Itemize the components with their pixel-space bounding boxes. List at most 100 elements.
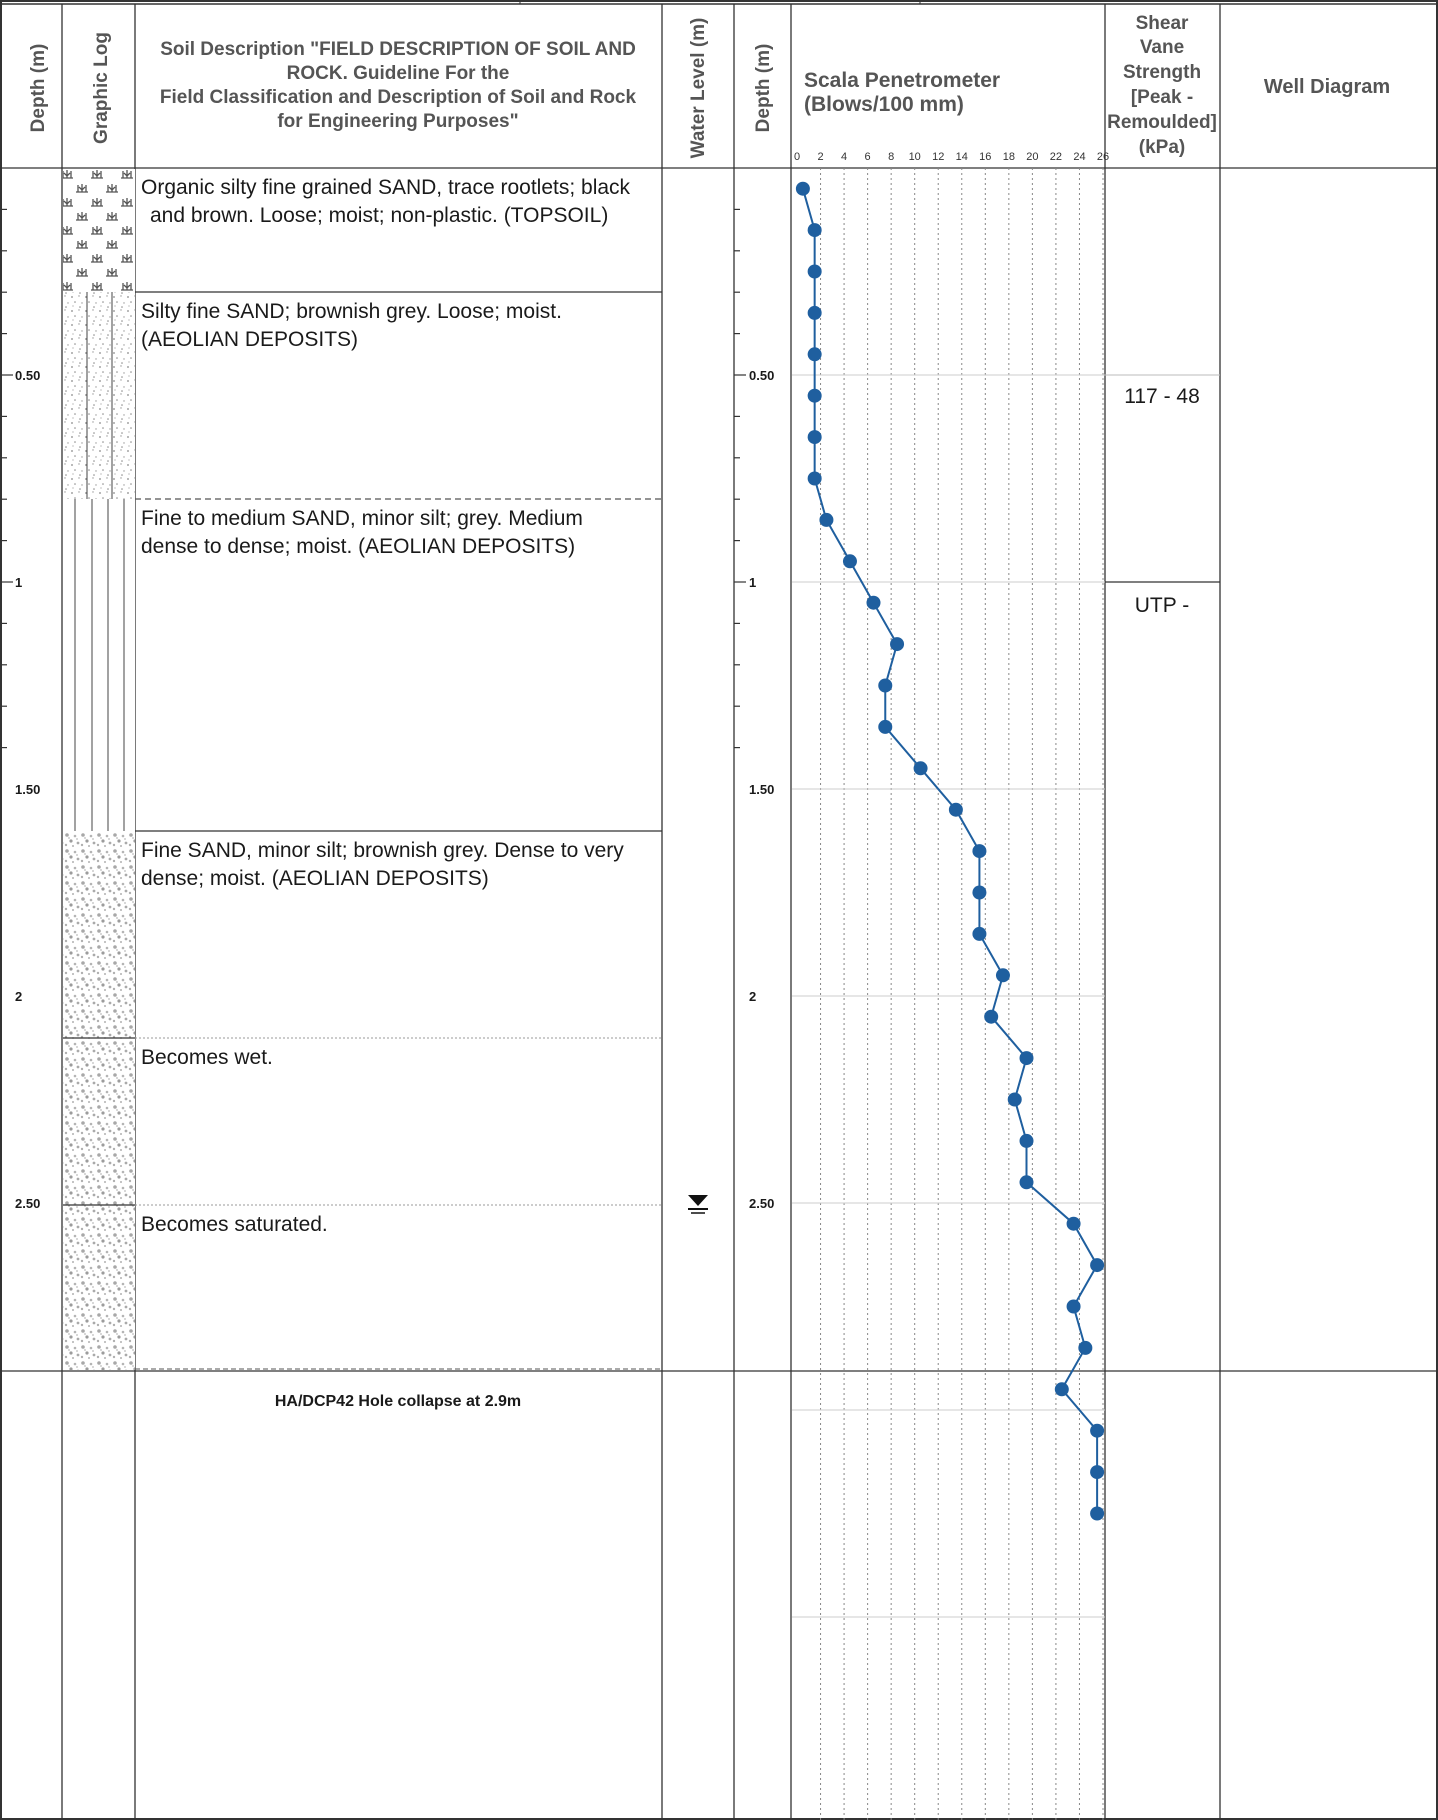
depth-label: 2: [15, 989, 22, 1004]
well-diagram-header: Well Diagram: [1264, 76, 1390, 98]
svg-text:Scala Penetrometer: Scala Penetrometer: [804, 69, 1000, 92]
scala-series-points: [795, 181, 1105, 1521]
scala-data-point: [972, 844, 987, 859]
scala-header: Scala Penetrometer (Blows/100 mm): [804, 69, 1000, 116]
shear-vane-value-1: 117 - 48: [1124, 385, 1200, 408]
scala-data-point: [819, 512, 834, 527]
layer-4-line-2: dense; moist. (AEOLIAN DEPOSITS): [141, 867, 489, 890]
soil-description-header: Soil Description "FIELD DESCRIPTION OF S…: [160, 39, 637, 132]
scala-data-point: [807, 430, 822, 445]
water-level-header: Water Level (m): [688, 18, 709, 159]
topsoil-pattern: [63, 169, 135, 292]
scala-x-tick-label: 6: [865, 151, 871, 163]
svg-text:Strength: Strength: [1123, 62, 1201, 83]
silty-sand-pattern: [63, 292, 135, 499]
shear-vane-header: Shear Vane Strength [Peak - Remoulded] (…: [1107, 13, 1217, 158]
scala-data-point: [1090, 1465, 1105, 1480]
layer-descriptions: Organic silty fine grained SAND, trace r…: [141, 176, 631, 1236]
layer-1-line-2: and brown. Loose; moist; non-plastic. (T…: [150, 204, 608, 227]
scala-x-tick-label: 8: [888, 151, 894, 163]
depth-label: 2: [749, 989, 756, 1004]
scala-x-tick-label: 4: [841, 151, 847, 163]
scala-series-line: [801, 188, 1099, 1514]
depth-label: 0.50: [15, 368, 40, 383]
scala-data-point: [1078, 1340, 1093, 1355]
scala-data-point: [890, 637, 905, 652]
svg-text:ROCK. Guideline For the: ROCK. Guideline For the: [287, 63, 510, 84]
svg-text:Vane: Vane: [1140, 37, 1184, 58]
svg-text:Shear: Shear: [1136, 13, 1189, 34]
scala-data-point: [807, 305, 822, 320]
depth2-header: Depth (m): [753, 44, 774, 133]
scala-data-point: [1019, 1175, 1034, 1190]
scala-hgrid: [792, 374, 1105, 1618]
svg-text:(Blows/100 mm): (Blows/100 mm): [804, 93, 964, 116]
scala-data-point: [878, 678, 893, 693]
scala-x-tick-label: 12: [932, 151, 944, 163]
scala-data-point: [842, 554, 857, 569]
scala-data-point: [1090, 1423, 1105, 1438]
svg-text:(kPa): (kPa): [1139, 137, 1185, 158]
scala-data-point: [807, 471, 822, 486]
layer-1-line-1: Organic silty fine grained SAND, trace r…: [141, 176, 631, 199]
depth-ticks-left: 0.50 1 1.50 2 2.50: [1, 208, 40, 1211]
scala-x-ticks: 0 2 4 6 8 10 12 14 16 18 20 22 24 26: [794, 151, 1109, 163]
layer-6-line-1: Becomes saturated.: [141, 1213, 328, 1236]
scala-data-point: [913, 761, 928, 776]
scala-data-point: [1066, 1216, 1081, 1231]
water-table-icon: [688, 1195, 708, 1214]
scala-data-point: [1019, 1051, 1034, 1066]
scala-data-point: [1019, 1133, 1034, 1148]
scala-data-point: [807, 347, 822, 362]
layer-5-line-1: Becomes wet.: [141, 1046, 273, 1069]
layer-2-line-2: (AEOLIAN DEPOSITS): [141, 328, 358, 351]
scala-grid: [820, 168, 1104, 1820]
scala-data-point: [1090, 1506, 1105, 1521]
scala-data-point: [995, 968, 1010, 983]
scala-data-point: [1007, 1092, 1022, 1107]
depth-label: 1: [15, 575, 22, 590]
scala-data-point: [972, 885, 987, 900]
svg-text:Soil Description "FIELD DESCRI: Soil Description "FIELD DESCRIPTION OF S…: [160, 39, 636, 60]
svg-text:[Peak -: [Peak -: [1131, 87, 1193, 108]
hole-collapse-note: HA/DCP42 Hole collapse at 2.9m: [275, 1393, 521, 1410]
scala-data-point: [795, 181, 810, 196]
scala-x-tick-label: 0: [794, 151, 800, 163]
scala-data-point: [972, 926, 987, 941]
scala-data-point: [807, 388, 822, 403]
scala-data-point: [984, 1009, 999, 1024]
depth-label: 2.50: [15, 1196, 40, 1211]
svg-text:for Engineering Purposes": for Engineering Purposes": [277, 111, 518, 132]
depth-header: Depth (m): [28, 44, 49, 133]
svg-text:Field Classification and Descr: Field Classification and Description of …: [160, 87, 637, 108]
layer-2-line-1: Silty fine SAND; brownish grey. Loose; m…: [141, 300, 562, 323]
depth-label: 1: [749, 575, 756, 590]
scala-x-tick-label: 24: [1073, 151, 1085, 163]
layer-4-line-1: Fine SAND, minor silt; brownish grey. De…: [141, 839, 624, 862]
scala-data-point: [948, 802, 963, 817]
scala-x-tick-label: 10: [909, 151, 921, 163]
dense-sand-pattern: [63, 831, 135, 1370]
layer-3-line-1: Fine to medium SAND, minor silt; grey. M…: [141, 507, 583, 530]
depth-label: 2.50: [749, 1196, 774, 1211]
depth-label: 1.50: [15, 782, 40, 797]
graphic-log-header: Graphic Log: [91, 32, 112, 144]
scala-data-point: [807, 223, 822, 238]
scala-x-tick-label: 16: [979, 151, 991, 163]
scala-x-tick-label: 26: [1097, 151, 1109, 163]
layer-boundaries: [135, 291, 662, 1370]
scala-penetrometer-chart: 0 2 4 6 8 10 12 14 16 18 20 22 24 26: [792, 151, 1109, 1820]
scala-x-tick-label: 22: [1050, 151, 1062, 163]
scala-data-point: [1090, 1258, 1105, 1273]
depth-ticks-mid: 0.50 1 1.50 2 2.50: [734, 208, 774, 1211]
scala-data-point: [807, 264, 822, 279]
scala-x-tick-label: 14: [956, 151, 968, 163]
column-dividers: [0, 4, 1438, 1820]
depth-label: 1.50: [749, 782, 774, 797]
shear-vane-value-2: UTP -: [1135, 594, 1189, 617]
scala-x-tick-label: 20: [1026, 151, 1038, 163]
scala-data-point: [866, 595, 881, 610]
layer-3-line-2: dense to dense; moist. (AEOLIAN DEPOSITS…: [141, 535, 575, 558]
